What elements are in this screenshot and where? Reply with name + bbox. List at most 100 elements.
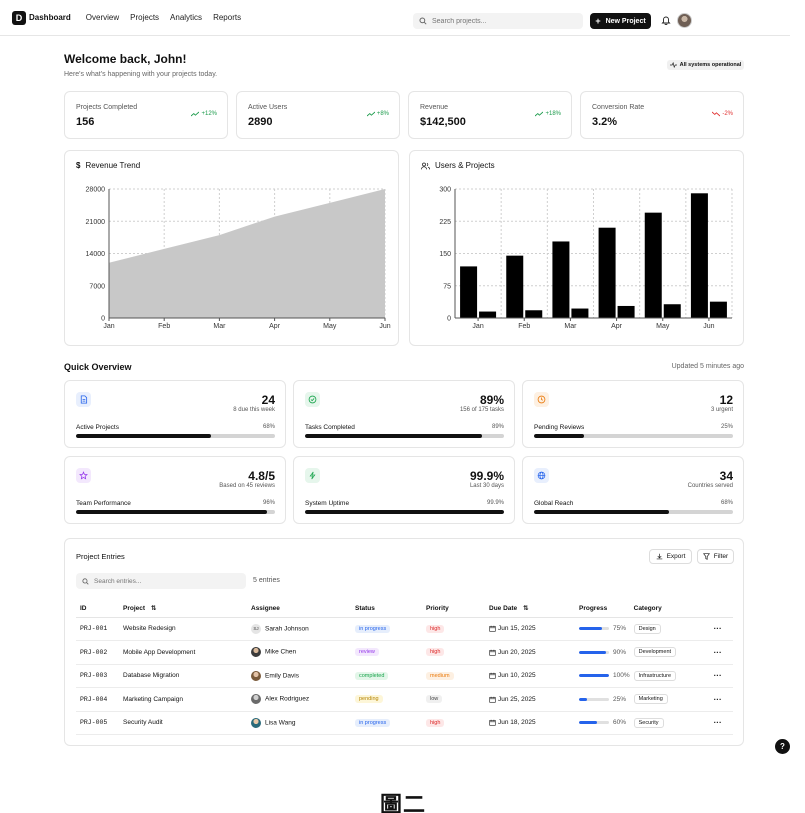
- y-tick-label: 150: [439, 251, 451, 258]
- x-tick-label: Feb: [158, 323, 170, 330]
- overview-name: Tasks Completed: [305, 424, 355, 431]
- more-icon[interactable]: ···: [713, 718, 722, 728]
- users-projects-card: Users & Projects 0 75 150 225 300 Jan Feb Mar Ap…: [409, 150, 744, 346]
- bar-projects: [617, 305, 635, 318]
- more-icon[interactable]: ···: [713, 647, 722, 657]
- col-project[interactable]: Project ⇅: [119, 600, 247, 618]
- more-icon[interactable]: ···: [713, 671, 722, 681]
- overview-detail: 3 urgent: [710, 407, 733, 413]
- stat-change: +12%: [191, 111, 217, 117]
- category-badge: Security: [633, 717, 664, 728]
- user-avatar[interactable]: [677, 13, 692, 28]
- bar-users: [506, 255, 524, 318]
- sort-icon[interactable]: ⇅: [150, 605, 157, 613]
- col-due-date[interactable]: Due Date ⇅: [485, 600, 575, 618]
- revenue-trend-title: $ Revenue Trend: [76, 161, 140, 170]
- bar-projects: [525, 310, 543, 318]
- bar-users: [552, 241, 570, 318]
- bell-icon[interactable]: [661, 15, 671, 25]
- stat-card-2: Active Users 2890 +8%: [236, 91, 400, 139]
- x-tick-label: Jan: [103, 323, 114, 330]
- bar-users: [690, 193, 708, 318]
- more-icon[interactable]: ···: [713, 694, 722, 704]
- category-badge: Infrastructure: [633, 670, 677, 681]
- stat-change-value: +8%: [376, 111, 389, 117]
- project-entries-card: Project Entries Export Filter 5 entries …: [64, 538, 744, 746]
- priority-badge: medium: [426, 671, 454, 680]
- filter-icon: [702, 553, 710, 560]
- cell-category: Design: [629, 617, 710, 641]
- cell-priority: high: [422, 640, 485, 665]
- cell-category: Security: [629, 711, 710, 735]
- entries-search[interactable]: [76, 573, 246, 589]
- project-search[interactable]: [413, 13, 583, 29]
- overview-progress-bar: [534, 434, 733, 438]
- table-row[interactable]: PRJ-001 Website Redesign SJ Sarah Johnson…: [76, 617, 733, 641]
- priority-badge: high: [426, 648, 445, 657]
- watermark-text: 圖二: [380, 793, 427, 813]
- search-icon: [419, 17, 427, 25]
- filter-button[interactable]: Filter: [697, 549, 734, 564]
- category-badge: Marketing: [633, 694, 668, 705]
- users-projects-label: Users & Projects: [435, 161, 495, 170]
- table-row[interactable]: PRJ-002 Mobile App Development Mike Chen…: [76, 640, 733, 665]
- table-row[interactable]: PRJ-005 Security Audit Lisa Wang in prog…: [76, 711, 733, 735]
- cell-category: Infrastructure: [629, 664, 710, 688]
- revenue-trend-card: $ Revenue Trend 0 7000 14000 21000 28000 Jan F…: [64, 150, 399, 346]
- logo[interactable]: D: [12, 10, 26, 25]
- overview-progress-fill: [305, 434, 483, 438]
- cell-priority: high: [422, 617, 485, 641]
- status-badge: pending: [355, 695, 383, 704]
- nav-overview[interactable]: Overview: [85, 13, 120, 22]
- nav-reports[interactable]: Reports: [213, 13, 242, 22]
- stat-change-value: +18%: [545, 111, 561, 117]
- nav-projects[interactable]: Projects: [130, 13, 160, 22]
- dollar-icon: $: [76, 161, 81, 170]
- sort-icon[interactable]: ⇅: [523, 605, 529, 613]
- trending-up-icon: [535, 111, 544, 117]
- overview-percent: 25%: [720, 424, 733, 430]
- entries-search-input[interactable]: [94, 577, 234, 585]
- calendar-icon: [489, 696, 498, 703]
- cell-actions: ···: [709, 687, 733, 712]
- cell-due-date: Jun 25, 2025: [485, 687, 575, 712]
- nav-analytics[interactable]: Analytics: [170, 13, 203, 22]
- avatar: [251, 670, 261, 681]
- cell-due-date: Jun 10, 2025: [485, 664, 575, 688]
- new-project-button[interactable]: + New Project: [590, 13, 651, 29]
- star-icon: [76, 468, 91, 483]
- cell-status: in progress: [351, 711, 422, 735]
- cell-assignee: Emily Davis: [247, 664, 351, 688]
- brand-name[interactable]: Dashboard: [29, 13, 71, 22]
- table-row[interactable]: PRJ-004 Marketing Campaign Alex Rodrigue…: [76, 687, 733, 712]
- overview-value: 89%: [479, 393, 504, 407]
- cell-status: review: [351, 640, 422, 665]
- bar-users: [460, 266, 478, 318]
- bar-projects: [479, 311, 497, 318]
- stat-change-value: +12%: [201, 111, 217, 117]
- stat-change: -2%: [712, 111, 733, 117]
- overview-value: 12: [719, 393, 733, 407]
- more-icon[interactable]: ···: [713, 624, 722, 634]
- overview-percent: 89%: [491, 424, 504, 430]
- quick-overview-title: Quick Overview: [64, 362, 132, 372]
- col-priority: Priority: [422, 600, 485, 618]
- cell-id: PRJ-004: [76, 687, 119, 712]
- cell-actions: ···: [709, 617, 733, 641]
- users-icon: [421, 162, 430, 169]
- search-icon: [82, 577, 89, 585]
- export-button[interactable]: Export: [649, 549, 692, 564]
- overview-card-tasks-completed: 89% 156 of 175 tasks Tasks Completed 89%: [293, 380, 515, 448]
- progress-bar: [579, 674, 609, 678]
- help-button[interactable]: ?: [775, 739, 790, 754]
- overview-card-team-performance: 4.8/5 Based on 45 reviews Team Performance…: [64, 456, 286, 524]
- overview-percent: 99.9%: [486, 500, 504, 506]
- cell-status: pending: [351, 687, 422, 712]
- overview-value: 99.9%: [469, 469, 504, 483]
- users-projects-title: Users & Projects: [421, 161, 495, 170]
- entries-table: ID Project ⇅ Assignee Status Priority Du…: [76, 600, 733, 735]
- cell-assignee: Mike Chen: [247, 640, 351, 665]
- table-row[interactable]: PRJ-003 Database Migration Emily Davis c…: [76, 664, 733, 688]
- search-input[interactable]: [432, 17, 572, 25]
- cell-due-date: Jun 20, 2025: [485, 640, 575, 665]
